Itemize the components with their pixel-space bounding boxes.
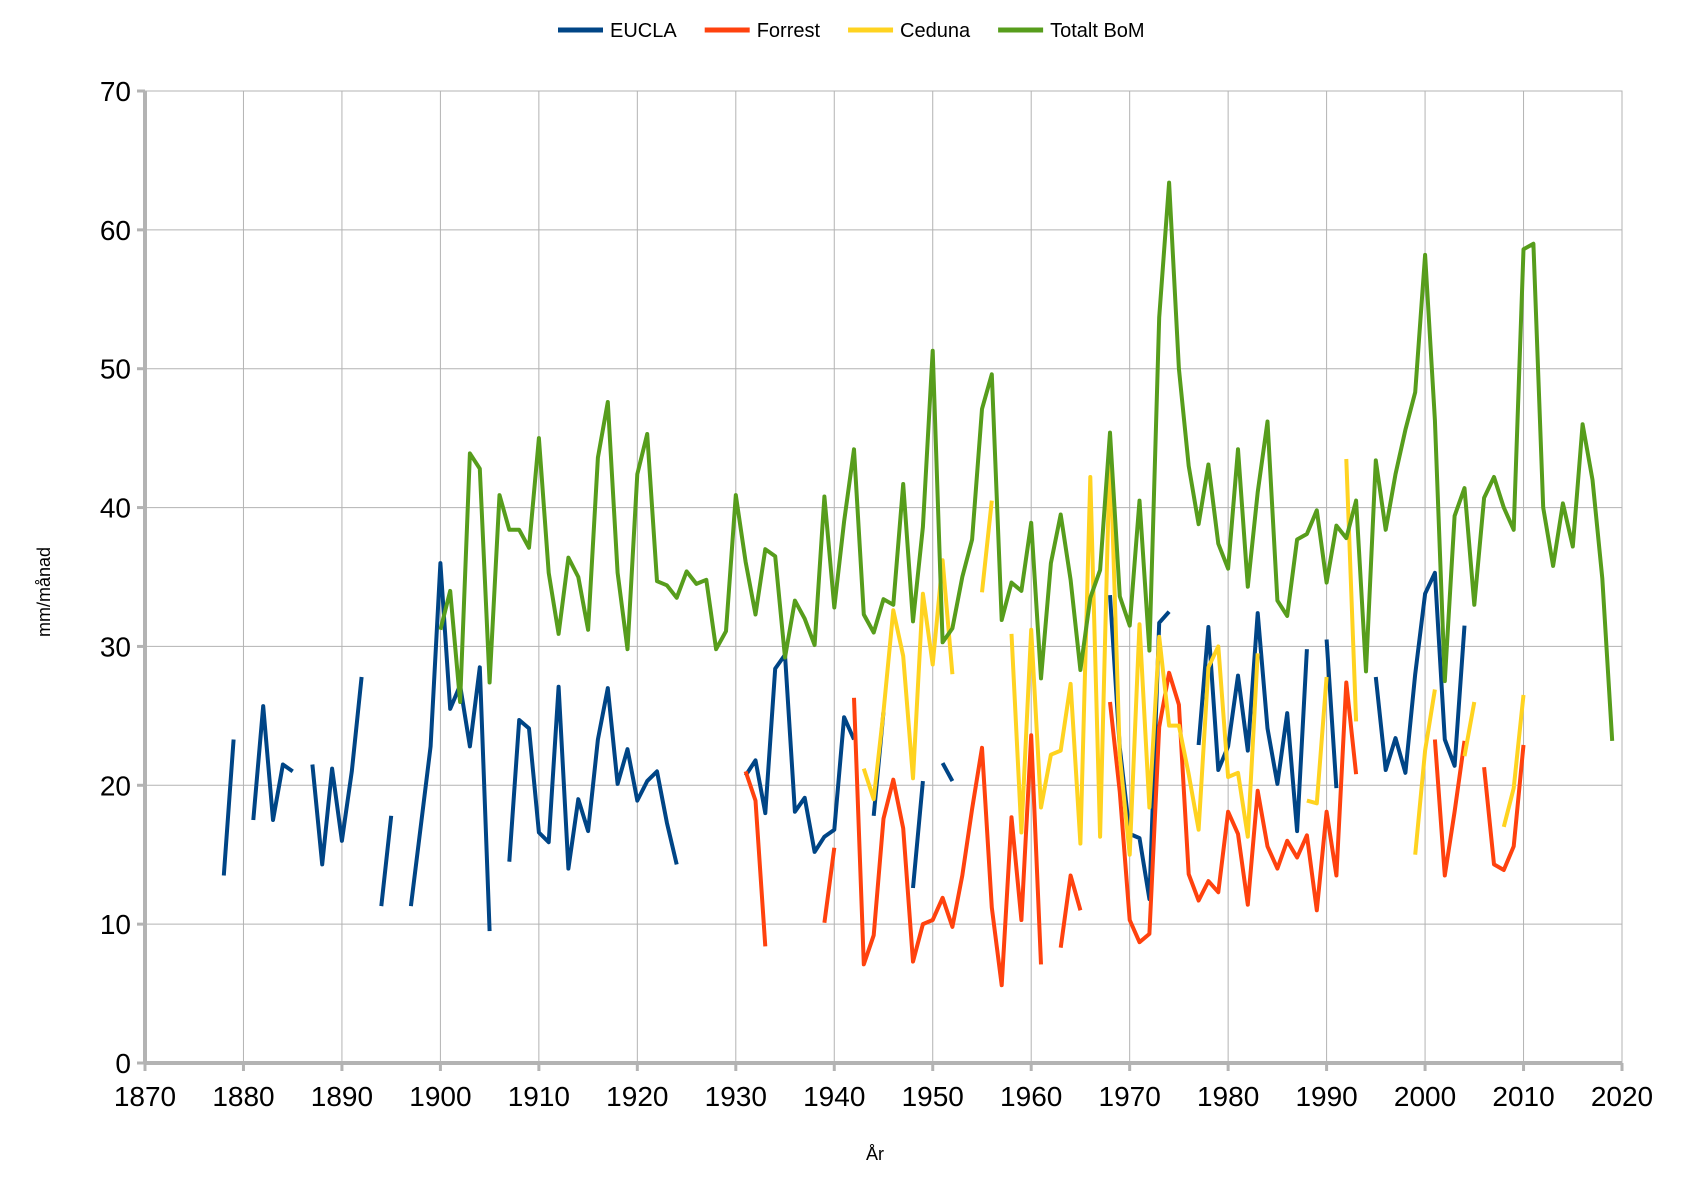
legend-label-forrest: Forrest xyxy=(757,20,821,42)
y-axis-title: mm/månad xyxy=(34,547,54,637)
y-tick-labels: 0 10 20 30 40 50 60 70 xyxy=(100,76,131,1079)
x-tick-label: 1970 xyxy=(1099,1081,1161,1112)
series-line-totalt-bom xyxy=(438,180,1615,742)
x-tick-label: 1870 xyxy=(114,1081,176,1112)
x-tick-label: 1940 xyxy=(803,1081,865,1112)
x-tick-label: 1890 xyxy=(311,1081,373,1112)
x-tick-label: 1900 xyxy=(409,1081,471,1112)
x-tick-label: 1920 xyxy=(606,1081,668,1112)
y-tick-label: 30 xyxy=(100,631,131,662)
x-tick-label: 1990 xyxy=(1295,1081,1357,1112)
x-tick-label: 1980 xyxy=(1197,1081,1259,1112)
x-tick-label: 1950 xyxy=(902,1081,964,1112)
y-tick-label: 60 xyxy=(100,215,131,246)
y-tick-label: 10 xyxy=(100,909,131,940)
y-tick-label: 50 xyxy=(100,354,131,385)
legend-label-ceduna: Ceduna xyxy=(900,20,971,42)
legend-label-totalt-bom: Totalt BoM xyxy=(1050,20,1144,42)
y-tick-label: 0 xyxy=(115,1048,131,1079)
x-tick-label: 1930 xyxy=(705,1081,767,1112)
grid-lines xyxy=(144,90,1623,1064)
x-tick-label: 2000 xyxy=(1394,1081,1456,1112)
y-tick-label: 40 xyxy=(100,493,131,524)
y-tick-label: 70 xyxy=(100,76,131,107)
axes xyxy=(137,89,1624,1071)
series-line-ceduna xyxy=(861,443,1526,857)
plot-area-border xyxy=(144,90,1623,1064)
x-tick-label: 2020 xyxy=(1591,1081,1653,1112)
series-lines xyxy=(221,180,1615,988)
x-axis-title: År xyxy=(866,1144,884,1164)
x-tick-label: 1880 xyxy=(212,1081,274,1112)
x-tick-label: 1960 xyxy=(1000,1081,1062,1112)
series-line-eucla xyxy=(221,561,1467,932)
x-tick-label: 2010 xyxy=(1492,1081,1554,1112)
y-tick-label: 20 xyxy=(100,770,131,801)
legend-label-eucla: EUCLA xyxy=(610,20,677,42)
x-tick-labels: 1870 1880 1890 1900 1910 1920 1930 1940 1950 1960… xyxy=(114,1081,1653,1112)
series-line-forrest xyxy=(743,670,1526,988)
x-tick-label: 1910 xyxy=(508,1081,570,1112)
legend: EUCLA Forrest Ceduna Totalt BoM xyxy=(558,20,1145,42)
